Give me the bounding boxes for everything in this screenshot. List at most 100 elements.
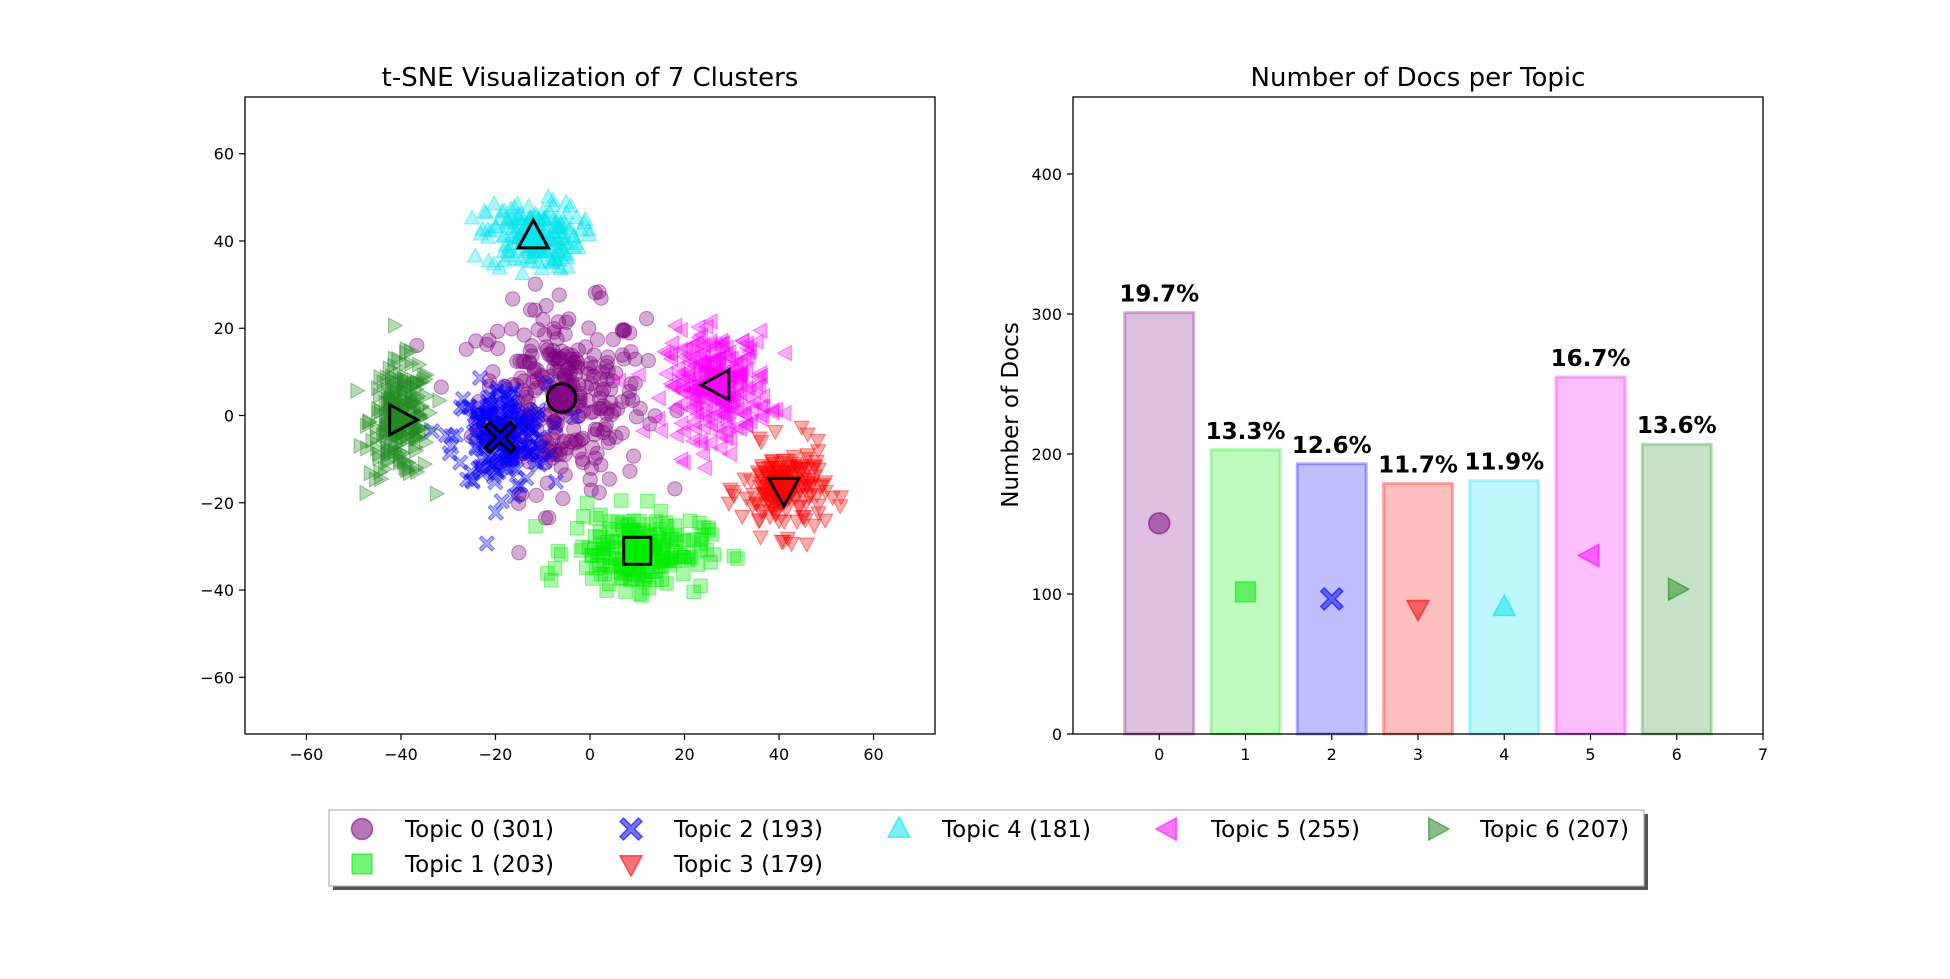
- scatter-point-topic-6: [399, 344, 415, 361]
- scatter-point-topic-4: [556, 243, 574, 260]
- scatter-point-topic-3: [724, 485, 741, 501]
- scatter-point-topic-4: [544, 254, 561, 270]
- scatter-point-topic-5: [741, 341, 757, 359]
- scatter-point-topic-4: [577, 210, 594, 226]
- bar-marker-topic-3: [1405, 599, 1431, 623]
- scatter-point-topic-4: [532, 241, 550, 257]
- scatter-point-topic-6: [413, 374, 429, 392]
- scatter-point-topic-5: [672, 381, 688, 399]
- scatter-point-topic-5: [706, 407, 722, 425]
- scatter-point-topic-0: [520, 393, 536, 409]
- scatter-point-topic-4: [498, 211, 516, 227]
- scatter-point-topic-1: [604, 534, 620, 549]
- scatter-point-topic-2: [455, 400, 472, 418]
- scatter-point-topic-5: [684, 349, 701, 366]
- scatter-point-topic-6: [384, 390, 401, 408]
- legend-item: Topic 6 (207): [1428, 816, 1629, 843]
- legend-label: Topic 6 (207): [1479, 817, 1629, 843]
- scatter-point-topic-1: [655, 547, 671, 562]
- scatter-point-topic-1: [601, 576, 617, 592]
- scatter-point-topic-1: [602, 560, 618, 575]
- scatter-point-topic-2: [443, 428, 460, 445]
- legend-label: Topic 5 (255): [1210, 817, 1360, 843]
- scatter-point-topic-6: [406, 372, 423, 389]
- scatter-point-topic-6: [363, 464, 380, 482]
- scatter-point-topic-4: [552, 259, 570, 275]
- scatter-point-topic-0: [600, 349, 616, 365]
- scatter-point-topic-2: [522, 443, 539, 461]
- scatter-point-topic-0: [522, 343, 538, 360]
- legend-label: Topic 0 (301): [404, 817, 554, 843]
- scatter-point-topic-4: [551, 241, 569, 258]
- scatter-point-topic-2: [508, 460, 525, 478]
- scatter-point-topic-3: [809, 444, 827, 460]
- scatter-point-topic-5: [684, 432, 701, 450]
- scatter-point-topic-1: [676, 532, 691, 548]
- scatter-point-topic-4: [549, 230, 567, 247]
- scatter-point-topic-6: [396, 381, 413, 399]
- scatter-point-topic-6: [401, 454, 417, 471]
- scatter-point-topic-6: [409, 428, 426, 446]
- scatter-point-topic-6: [378, 407, 395, 425]
- scatter-point-topic-3: [761, 494, 778, 511]
- scatter-point-topic-2: [529, 401, 547, 419]
- bar-x-tick-label: 4: [1499, 745, 1509, 764]
- scatter-point-topic-0: [574, 451, 590, 467]
- scatter-point-topic-0: [667, 481, 683, 497]
- scatter-point-topic-2: [518, 470, 535, 487]
- scatter-point-topic-3: [789, 488, 807, 504]
- scatter-point-topic-3: [744, 499, 761, 515]
- scatter-point-topic-0: [557, 326, 573, 342]
- scatter-point-topic-4: [524, 243, 542, 259]
- scatter-point-topic-3: [725, 488, 743, 505]
- scatter-point-topic-4: [558, 248, 576, 265]
- scatter-point-topic-6: [376, 373, 393, 391]
- scatter-point-topic-0: [602, 394, 619, 411]
- scatter-point-topic-4: [495, 243, 512, 259]
- scatter-point-topic-6: [410, 421, 427, 439]
- scatter-point-topic-0: [622, 325, 638, 341]
- scatter-point-topic-5: [711, 349, 727, 367]
- scatter-point-topic-1: [579, 495, 595, 511]
- scatter-point-topic-0: [486, 407, 502, 423]
- scatter-point-topic-4: [551, 236, 569, 253]
- scatter-point-topic-6: [389, 391, 406, 409]
- scatter-point-topic-0: [471, 407, 487, 424]
- scatter-point-topic-6: [414, 399, 430, 416]
- scatter-point-topic-4: [529, 242, 547, 259]
- scatter-point-topic-0: [520, 408, 536, 424]
- scatter-point-topic-6: [383, 442, 400, 460]
- scatter-point-topic-0: [640, 353, 657, 369]
- scatter-point-topic-3: [786, 456, 804, 473]
- scatter-point-topic-1: [632, 513, 647, 529]
- scatter-point-topic-1: [625, 567, 641, 582]
- scatter-point-topic-0: [600, 363, 616, 379]
- scatter-point-topic-0: [517, 440, 533, 456]
- scatter-point-topic-6: [376, 426, 392, 444]
- scatter-point-topic-0: [526, 361, 542, 377]
- scatter-series-topic-2: [423, 369, 583, 552]
- scatter-point-topic-1: [647, 563, 663, 579]
- scatter-point-topic-0: [544, 450, 561, 466]
- scatter-point-topic-6: [379, 427, 395, 445]
- scatter-point-topic-0: [534, 434, 550, 451]
- scatter-point-topic-1: [589, 548, 605, 563]
- scatter-point-topic-4: [530, 253, 547, 269]
- scatter-point-topic-6: [388, 436, 404, 454]
- scatter-point-topic-6: [392, 454, 409, 471]
- scatter-point-topic-0: [599, 401, 615, 417]
- scatter-point-topic-6: [396, 452, 413, 469]
- scatter-point-topic-4: [557, 193, 575, 209]
- scatter-point-topic-2: [463, 472, 481, 489]
- scatter-point-topic-2: [461, 398, 478, 416]
- scatter-point-topic-5: [701, 352, 718, 369]
- scatter-point-topic-2: [488, 383, 505, 401]
- scatter-point-topic-4: [487, 218, 504, 234]
- scatter-point-topic-2: [487, 504, 504, 521]
- bar-percent-label: 11.7%: [1378, 452, 1458, 478]
- scatter-title: t-SNE Visualization of 7 Clusters: [382, 63, 799, 93]
- bar-marker-topic-1: [1234, 581, 1257, 603]
- scatter-point-topic-3: [816, 513, 834, 529]
- scatter-point-topic-0: [509, 377, 525, 393]
- scatter-point-topic-3: [799, 448, 816, 464]
